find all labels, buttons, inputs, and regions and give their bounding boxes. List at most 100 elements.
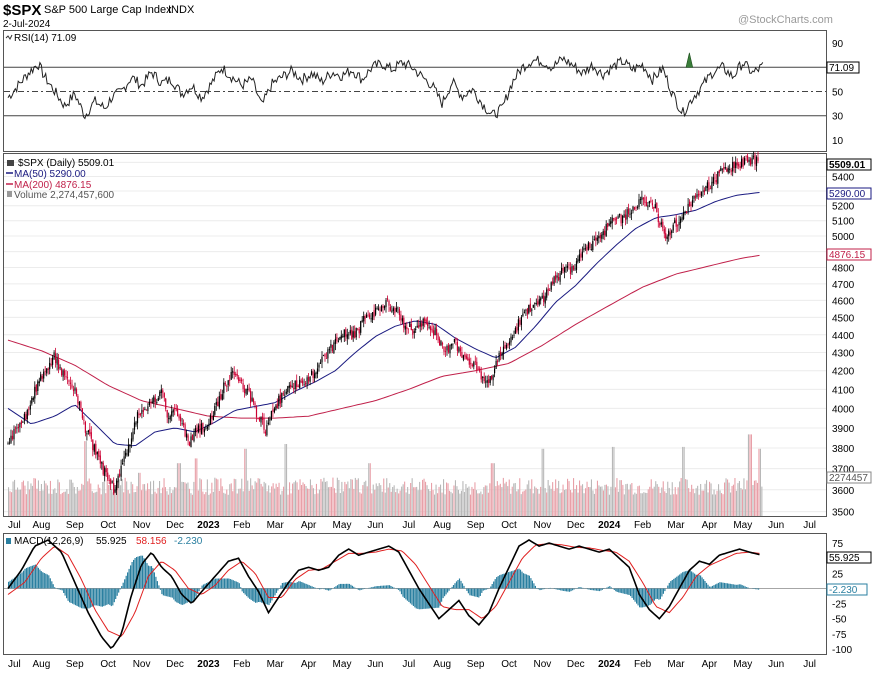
volume-bar xyxy=(12,481,14,516)
candle-body xyxy=(564,267,566,273)
candle-body xyxy=(20,421,22,425)
macd-histogram-bar xyxy=(61,588,63,591)
volume-bar xyxy=(36,488,38,516)
volume-bar xyxy=(541,448,543,516)
volume-bar xyxy=(208,494,210,516)
macd-histogram-bar xyxy=(51,581,53,589)
macd-histogram-bar xyxy=(305,583,307,589)
volume-bar xyxy=(263,481,265,516)
macd-histogram-bar xyxy=(100,588,102,607)
volume-bar xyxy=(411,478,413,516)
macd-histogram-bar xyxy=(713,585,715,589)
volume-bar xyxy=(167,494,169,516)
candle-body xyxy=(19,423,21,428)
volume-bar xyxy=(759,448,761,516)
volume-bar xyxy=(389,483,391,516)
macd-histogram-bar xyxy=(415,588,417,609)
macd-histogram-bar xyxy=(476,588,478,598)
macd-histogram-bar xyxy=(557,588,559,590)
volume-bar xyxy=(326,481,328,516)
macd-histogram-bar xyxy=(281,583,283,589)
macd-histogram-bar xyxy=(293,582,295,589)
volume-bar xyxy=(78,490,80,516)
candle-body xyxy=(95,443,97,456)
macd-histogram-bar xyxy=(289,581,291,589)
candle-body xyxy=(623,214,625,218)
candle-body xyxy=(700,191,703,196)
candle-body xyxy=(730,170,732,172)
volume-bar xyxy=(190,493,192,516)
candle-body xyxy=(349,330,351,334)
macd-histogram-bar xyxy=(685,571,687,589)
candle-body xyxy=(447,345,450,353)
volume-bar xyxy=(236,493,238,516)
macd-histogram-bar xyxy=(506,572,508,589)
candle-body xyxy=(345,329,347,337)
macd-histogram-bar xyxy=(691,571,693,589)
candle-body xyxy=(465,355,467,359)
volume-bar xyxy=(203,494,205,516)
macd-histogram-bar xyxy=(101,588,103,607)
volume-bar xyxy=(185,483,187,516)
macd-histogram-bar xyxy=(185,588,187,604)
candle-body xyxy=(288,385,290,388)
macd-histogram-bar xyxy=(549,587,551,589)
macd-histogram-bar xyxy=(505,573,507,589)
macd-histogram-bar xyxy=(326,588,328,591)
candle-body xyxy=(529,303,531,312)
macd-histogram-bar xyxy=(359,588,361,591)
macd-histogram-bar xyxy=(563,588,565,591)
macd-histogram-bar xyxy=(618,588,620,593)
volume-bar xyxy=(287,494,289,516)
candle-body xyxy=(107,472,109,480)
candle-body xyxy=(526,308,528,315)
macd-histogram-bar xyxy=(644,588,647,607)
volume-bar xyxy=(634,492,636,516)
volume-bar xyxy=(504,483,506,516)
candle-body xyxy=(590,249,592,250)
candle-body xyxy=(494,368,496,374)
candle-body xyxy=(459,348,461,352)
macd-histogram-bar xyxy=(107,588,109,605)
volume-bar xyxy=(423,478,425,516)
volume-bar xyxy=(354,477,356,516)
x-tick-label: Jul xyxy=(8,659,21,670)
candle-body xyxy=(650,200,652,203)
price-tick-label: 4000 xyxy=(832,404,855,415)
candle-body xyxy=(69,382,72,384)
volume-bar xyxy=(175,487,177,516)
macd-histogram-bar xyxy=(214,578,216,589)
volume-bar xyxy=(588,487,590,516)
volume-bar xyxy=(286,444,288,516)
macd-histogram-bar xyxy=(323,588,325,590)
macd-histogram-bar xyxy=(115,588,117,599)
rsi-tick-label: 30 xyxy=(832,112,844,123)
candle-body xyxy=(257,418,259,420)
candle-body xyxy=(659,223,661,226)
volume-bar xyxy=(698,494,700,516)
candle-body xyxy=(461,352,463,358)
macd-histogram-bar xyxy=(304,583,306,589)
macd-histogram-bar xyxy=(595,588,597,591)
macd-histogram-bar xyxy=(354,587,356,589)
volume-bar xyxy=(138,472,140,516)
volume-bar xyxy=(182,482,184,516)
macd-histogram-bar xyxy=(421,588,423,610)
candle-body xyxy=(413,331,415,333)
candle-body xyxy=(43,371,45,379)
x-tick-label: Feb xyxy=(634,520,652,531)
x-tick-label: Jul xyxy=(8,520,21,531)
macd-histogram-bar xyxy=(637,588,639,606)
macd-histogram-bar xyxy=(234,580,236,589)
macd-signal-line xyxy=(7,543,760,638)
volume-bar xyxy=(459,493,461,516)
volume-bar xyxy=(20,489,22,516)
volume-bar xyxy=(526,484,528,516)
volume-bar xyxy=(716,490,718,516)
volume-bar xyxy=(121,479,123,516)
volume-bar xyxy=(490,463,492,516)
volume-bar xyxy=(701,490,703,516)
candle-body xyxy=(244,388,246,393)
candle-body xyxy=(190,436,192,448)
volume-bar xyxy=(531,479,533,516)
